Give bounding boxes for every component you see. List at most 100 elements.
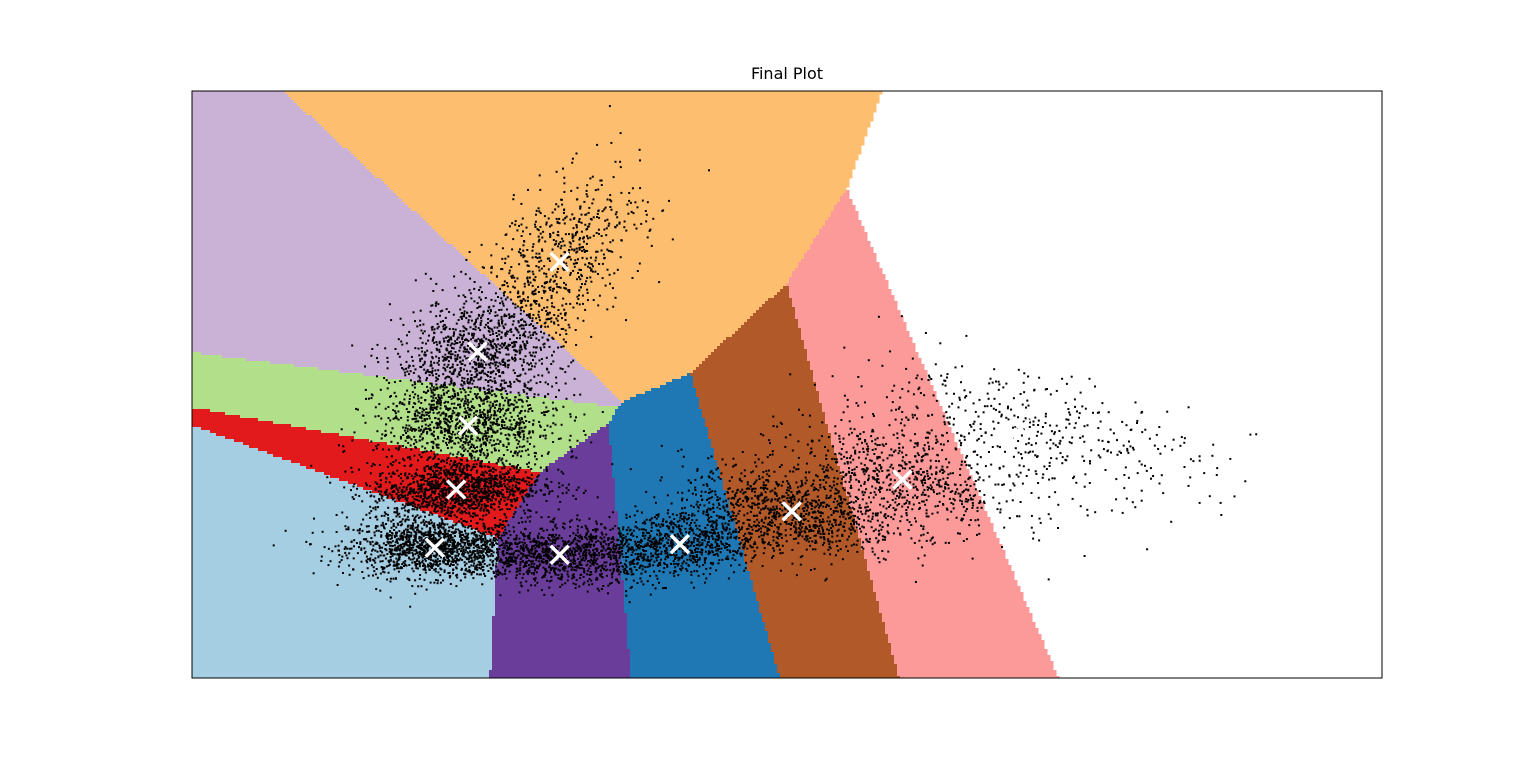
data-point — [491, 561, 494, 564]
region-cell — [192, 388, 481, 392]
data-point — [337, 444, 340, 447]
data-point — [528, 509, 531, 512]
data-point — [503, 313, 506, 316]
region-cell — [591, 433, 610, 437]
data-point — [513, 551, 516, 554]
data-point — [374, 549, 377, 552]
region-cell — [762, 616, 883, 620]
data-point — [493, 517, 496, 519]
data-point — [416, 508, 419, 511]
data-point — [467, 532, 470, 535]
data-point — [401, 489, 404, 491]
data-point — [504, 332, 507, 335]
data-point — [393, 497, 396, 500]
data-point — [438, 531, 441, 534]
data-point — [529, 436, 532, 439]
data-point — [452, 572, 454, 575]
region-cell — [768, 298, 793, 302]
data-point — [362, 577, 365, 580]
data-point — [499, 508, 502, 511]
data-point — [413, 428, 416, 431]
data-point — [514, 434, 517, 437]
data-point — [424, 490, 427, 493]
data-point — [443, 367, 446, 370]
region-cell — [498, 535, 619, 539]
data-point — [432, 490, 435, 493]
data-point — [430, 403, 433, 406]
data-point — [429, 495, 432, 498]
data-point — [493, 447, 496, 450]
data-point — [570, 456, 573, 459]
data-point — [492, 491, 494, 494]
data-point — [552, 414, 555, 417]
data-point — [420, 542, 423, 545]
data-point — [513, 427, 516, 430]
region-cell — [621, 574, 751, 578]
data-point — [385, 433, 388, 436]
data-point — [501, 527, 504, 530]
data-point — [547, 383, 549, 386]
data-point — [437, 571, 440, 574]
data-point — [522, 433, 525, 436]
region-cell — [747, 568, 868, 572]
data-point — [433, 487, 436, 490]
data-point — [464, 549, 467, 552]
region-cell — [693, 379, 814, 383]
region-cell — [267, 451, 436, 455]
data-point — [475, 564, 478, 567]
region-cell — [609, 388, 652, 392]
data-point — [472, 546, 475, 549]
region-cell — [528, 487, 616, 491]
data-point — [472, 444, 475, 447]
data-point — [462, 550, 465, 552]
data-point — [492, 551, 495, 554]
data-point — [537, 474, 540, 477]
region-cell — [891, 646, 1045, 650]
data-point — [447, 431, 450, 434]
region-cell — [621, 565, 748, 569]
region-cell — [627, 640, 769, 644]
data-point — [444, 481, 447, 484]
data-point — [374, 573, 377, 576]
data-point — [516, 556, 519, 559]
data-point — [521, 340, 524, 343]
data-point — [414, 519, 417, 522]
data-point — [474, 531, 476, 533]
data-point — [452, 541, 455, 544]
region-cell — [192, 550, 499, 554]
data-point — [456, 363, 459, 366]
data-point — [414, 553, 417, 556]
data-point — [508, 508, 511, 511]
data-point — [431, 470, 434, 472]
data-point — [455, 516, 458, 519]
data-point — [424, 493, 427, 496]
data-point — [397, 418, 400, 421]
data-point — [454, 475, 457, 478]
data-point — [434, 559, 437, 562]
data-point — [499, 410, 501, 413]
data-point — [463, 402, 466, 405]
data-point — [458, 467, 461, 470]
data-point — [510, 423, 513, 426]
data-point — [452, 347, 455, 350]
data-point — [561, 317, 563, 320]
data-point — [434, 479, 437, 482]
data-point — [502, 414, 505, 417]
region-cell — [615, 487, 724, 491]
data-point — [400, 566, 403, 569]
data-point — [451, 539, 454, 541]
data-point — [340, 559, 343, 562]
region-cell — [192, 217, 424, 221]
data-point — [474, 538, 477, 541]
data-point — [542, 401, 545, 404]
data-point — [448, 408, 450, 411]
data-point — [440, 467, 443, 470]
data-point — [403, 459, 406, 462]
data-point — [420, 428, 423, 431]
region-cell — [624, 589, 754, 593]
region-cell — [708, 433, 832, 437]
data-point — [557, 468, 560, 471]
data-point — [390, 548, 393, 551]
data-point — [408, 540, 411, 543]
data-point — [417, 585, 420, 588]
